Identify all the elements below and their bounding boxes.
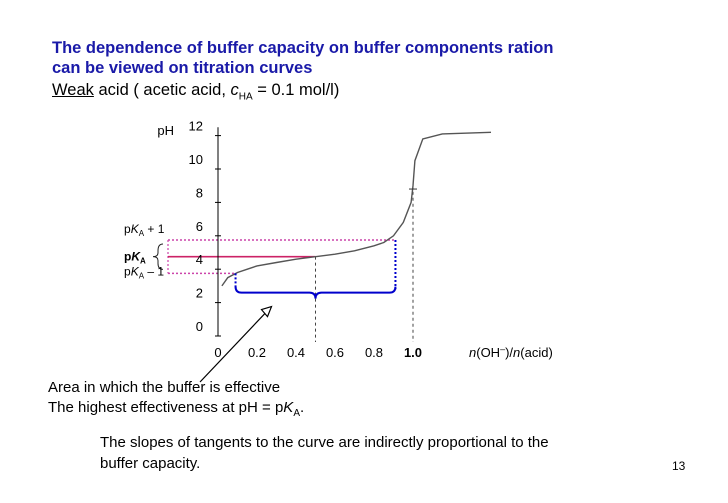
guide-lines xyxy=(152,185,414,342)
y-tick-label: 10 xyxy=(189,152,203,167)
y-tick-label: 4 xyxy=(196,252,203,267)
subtitle-sub: HA xyxy=(238,91,253,103)
x-tick-label: 0 xyxy=(214,345,221,360)
x-tick-label: 0.8 xyxy=(365,345,383,360)
note-arrow-head xyxy=(260,305,273,318)
note-arrow-line xyxy=(199,306,272,383)
x-tick-label: 0.4 xyxy=(287,345,305,360)
x-tick-label: 0.6 xyxy=(326,345,344,360)
slide-title-line-1: The dependence of buffer capacity on buf… xyxy=(52,39,554,57)
pka-plus-1-label: pKA + 1 xyxy=(124,222,165,238)
x-axis-label: n(OH–)/n(acid) xyxy=(469,344,553,360)
note-line-2: The highest effectiveness at pH = pKA. xyxy=(48,399,304,419)
note-line-2-suffix: . xyxy=(299,399,305,416)
buffer-range-marks xyxy=(199,239,397,383)
y-axis-label: pH xyxy=(157,123,174,138)
x-tick-label: 0.2 xyxy=(248,345,266,360)
y-tick-label: 12 xyxy=(189,119,203,134)
note-line-2-sub: A xyxy=(293,408,300,419)
footer-line-2: buffer capacity. xyxy=(100,455,201,472)
page-number: 13 xyxy=(672,459,686,473)
slide-subtitle: Weak acid ( acetic acid, cHA = 0.1 mol/l… xyxy=(52,81,339,102)
y-tick-label: 0 xyxy=(196,319,203,334)
buffer-range-brace xyxy=(234,286,397,299)
subtitle-end: = 0.1 mol/l) xyxy=(252,81,340,99)
footer-line-1: The slopes of tangents to the curve are … xyxy=(100,434,549,451)
chart-axes xyxy=(215,127,221,337)
note-line-1: Area in which the buffer is effective xyxy=(48,379,281,396)
note-line-2-prefix: The highest effectiveness at pH = p xyxy=(48,399,284,416)
titration-curve xyxy=(221,131,492,287)
subtitle-rest: acid ( acetic acid, xyxy=(93,81,231,99)
y-tick-label: 8 xyxy=(196,185,203,200)
pka-minus-1-label: pKA – 1 xyxy=(124,264,164,280)
subtitle-c: c xyxy=(230,81,239,99)
chart-labels: 0 2 4 6 8 10 12 0 0.2 0.4 0.6 0.8 1.0 pH n(OH–)/n(acid… xyxy=(124,119,553,360)
y-tick-label: 6 xyxy=(196,219,203,234)
titration-curve-group xyxy=(221,131,492,287)
pka-label-brace xyxy=(152,243,164,270)
pka-label: pKA xyxy=(124,250,146,266)
note-line-2-k: K xyxy=(283,399,294,416)
x-tick-label: 1.0 xyxy=(404,345,422,360)
y-tick-label: 2 xyxy=(196,286,203,301)
subtitle-weak: Weak xyxy=(52,81,94,99)
slide-title-line-2: can be viewed on titration curves xyxy=(52,59,313,77)
